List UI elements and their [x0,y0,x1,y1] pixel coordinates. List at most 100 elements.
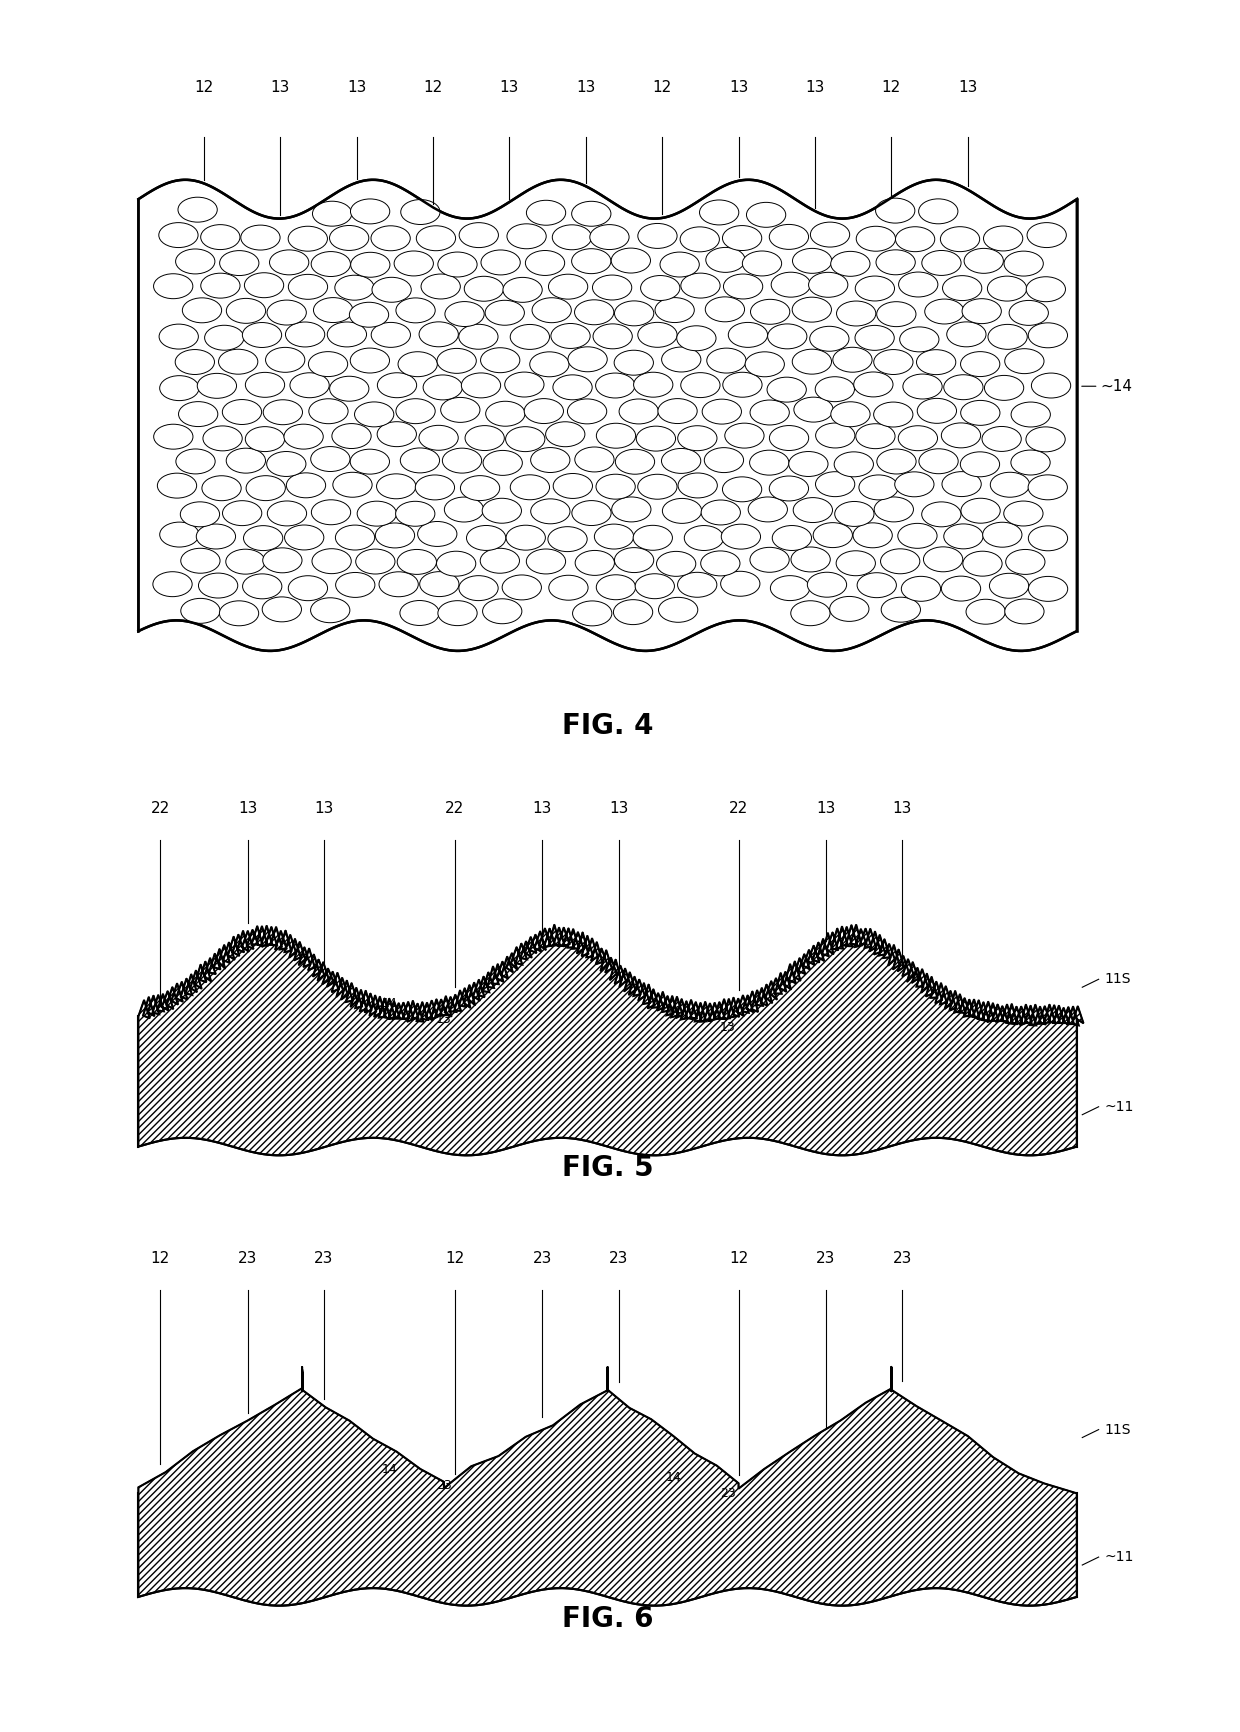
Circle shape [203,426,242,450]
Circle shape [596,423,636,449]
Text: 23: 23 [532,1251,552,1266]
Text: 12: 12 [150,1251,170,1266]
Circle shape [634,372,673,397]
Circle shape [701,501,740,525]
Circle shape [312,549,351,573]
Circle shape [438,253,477,277]
Circle shape [243,573,281,599]
Circle shape [611,497,651,521]
Circle shape [532,298,572,322]
Circle shape [179,402,218,426]
Circle shape [226,449,265,473]
Circle shape [808,272,848,298]
Circle shape [678,426,717,450]
Circle shape [575,551,615,575]
Circle shape [723,274,763,300]
Circle shape [875,249,915,275]
Circle shape [634,525,672,551]
Circle shape [1003,501,1043,527]
Circle shape [1025,426,1065,452]
Circle shape [898,523,937,549]
Circle shape [983,225,1023,251]
Circle shape [459,223,498,248]
Circle shape [572,501,611,525]
Circle shape [244,272,284,298]
Polygon shape [139,1367,1076,1606]
Circle shape [288,227,327,251]
Circle shape [336,573,374,598]
Circle shape [246,426,285,452]
Circle shape [615,301,653,326]
Circle shape [465,426,505,450]
Circle shape [877,301,916,327]
Circle shape [661,449,701,473]
Circle shape [549,575,588,601]
Text: 13: 13 [816,800,836,816]
Circle shape [859,475,898,501]
Text: 13: 13 [893,800,911,816]
Circle shape [789,452,828,476]
Circle shape [903,374,942,398]
Circle shape [335,275,374,300]
Circle shape [699,199,739,225]
Circle shape [750,547,789,572]
Circle shape [961,352,999,376]
Circle shape [833,346,872,372]
Circle shape [243,525,283,551]
Circle shape [681,274,720,298]
Circle shape [176,449,216,475]
Circle shape [921,251,961,275]
Circle shape [856,275,894,301]
Circle shape [267,300,306,326]
Circle shape [1028,577,1068,601]
Circle shape [309,398,348,424]
Circle shape [898,426,937,450]
Text: 13: 13 [270,80,290,95]
Circle shape [596,475,635,499]
Text: 22: 22 [445,800,465,816]
Circle shape [529,352,569,378]
Circle shape [198,573,238,598]
Circle shape [769,476,808,501]
Circle shape [707,348,746,372]
Circle shape [816,423,854,449]
Circle shape [836,551,875,575]
Circle shape [720,572,760,596]
Circle shape [444,497,484,521]
Circle shape [637,223,677,248]
Circle shape [552,225,591,249]
Circle shape [531,447,570,473]
Circle shape [160,521,198,547]
Circle shape [507,223,546,249]
Circle shape [262,598,301,622]
Circle shape [942,471,981,497]
Circle shape [401,601,439,625]
Text: FIG. 5: FIG. 5 [562,1155,653,1183]
Circle shape [377,475,415,499]
Circle shape [356,549,396,573]
Circle shape [423,374,463,400]
Circle shape [723,225,761,251]
Circle shape [285,322,325,346]
Polygon shape [139,180,1076,651]
Text: 11S: 11S [1104,1422,1131,1436]
Text: 13: 13 [532,800,552,816]
Text: 12: 12 [423,80,443,95]
Circle shape [481,348,520,372]
Circle shape [987,275,1027,301]
Circle shape [875,197,915,223]
Circle shape [481,249,521,275]
Circle shape [1032,372,1070,398]
Circle shape [988,324,1027,350]
Circle shape [635,573,675,599]
Circle shape [157,473,197,499]
Circle shape [531,499,570,523]
Circle shape [371,322,410,348]
Circle shape [182,298,222,322]
Text: 22: 22 [729,800,748,816]
Circle shape [527,201,565,225]
Circle shape [791,601,830,625]
Circle shape [327,322,367,346]
Circle shape [636,426,676,450]
Circle shape [553,473,593,499]
